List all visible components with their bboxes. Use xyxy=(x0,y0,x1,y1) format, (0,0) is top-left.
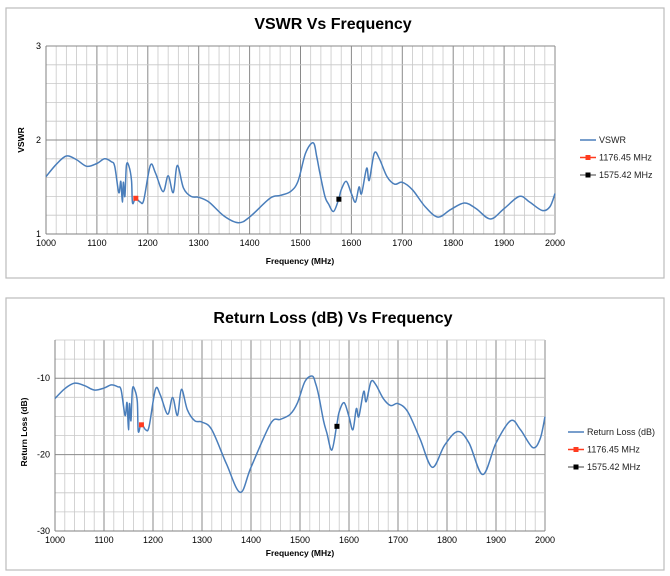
x-tick-label: 1600 xyxy=(339,535,359,545)
x-tick-label: 1400 xyxy=(240,238,260,248)
x-tick-label: 2000 xyxy=(535,535,555,545)
legend-label: Return Loss (dB) xyxy=(587,427,655,437)
legend-item: VSWR xyxy=(580,135,627,145)
chart-frame xyxy=(5,7,665,279)
legend-label: 1176.45 MHz xyxy=(599,153,652,163)
chart-title: Return Loss (dB) Vs Frequency xyxy=(213,310,452,327)
chart-1: 1000 1100 1200 1300 1400 1500 1600 1700 1800 1900… xyxy=(5,7,665,279)
y-tick-label: -10 xyxy=(37,373,50,383)
legend-item: 1176.45 MHz xyxy=(580,153,652,163)
marker-point xyxy=(334,423,340,429)
x-tick-label: 1800 xyxy=(443,238,463,248)
legend-item: Return Loss (dB) xyxy=(568,427,655,437)
legend-label: 1176.45 MHz xyxy=(587,445,640,455)
x-tick-label: 1700 xyxy=(388,535,408,545)
x-tick-label: 1100 xyxy=(87,238,106,248)
legend-marker xyxy=(573,464,579,470)
y-tick-label: -20 xyxy=(37,450,50,460)
x-axis-label: Frequency (MHz) xyxy=(266,256,335,266)
x-tick-label: 1000 xyxy=(45,535,65,545)
y-tick-label: 2 xyxy=(36,135,41,145)
legend-label: 1575.42 MHz xyxy=(587,462,641,472)
legend-marker xyxy=(585,155,591,160)
x-tick-label: 1300 xyxy=(192,535,212,545)
x-tick-label: 1200 xyxy=(138,238,158,248)
x-tick-label: 1800 xyxy=(437,535,457,545)
x-axis-label: Frequency (MHz) xyxy=(266,548,335,558)
y-tick-label: -30 xyxy=(37,526,50,536)
legend-item: 1575.42 MHz xyxy=(580,170,653,180)
marker-point xyxy=(336,196,342,202)
x-tick-label: 1500 xyxy=(290,238,310,248)
series-line xyxy=(54,375,546,494)
legend-item: 1176.45 MHz xyxy=(568,445,640,455)
x-tick-label: 1300 xyxy=(189,238,209,248)
legend-label: 1575.42 MHz xyxy=(599,170,653,180)
chart-2: 1000 1100 1200 1300 1400 1500 1600 1700 1800 1900… xyxy=(5,297,665,571)
x-tick-label: 1700 xyxy=(392,238,412,248)
x-tick-label: 1200 xyxy=(143,535,163,545)
x-tick-label: 1400 xyxy=(241,535,261,545)
x-tick-label: 1900 xyxy=(494,238,514,248)
marker-point xyxy=(138,422,144,428)
y-tick-label: 1 xyxy=(36,229,41,239)
x-tick-label: 1000 xyxy=(36,238,56,248)
chart-title: VSWR Vs Frequency xyxy=(254,16,411,33)
x-tick-label: 1600 xyxy=(341,238,361,248)
legend-label: VSWR xyxy=(599,135,627,145)
x-tick-label: 2000 xyxy=(545,238,565,248)
x-tick-label: 1100 xyxy=(94,535,113,545)
y-axis-label: VSWR xyxy=(16,127,26,153)
x-tick-label: 1900 xyxy=(486,535,506,545)
legend-marker xyxy=(585,172,591,178)
legend-marker xyxy=(573,447,579,452)
marker-point xyxy=(133,195,139,201)
y-tick-label: 3 xyxy=(36,41,41,51)
x-tick-label: 1500 xyxy=(290,535,310,545)
y-axis-label: Return Loss (dB) xyxy=(19,397,29,466)
legend-item: 1575.42 MHz xyxy=(568,462,641,472)
series-line xyxy=(45,142,556,224)
